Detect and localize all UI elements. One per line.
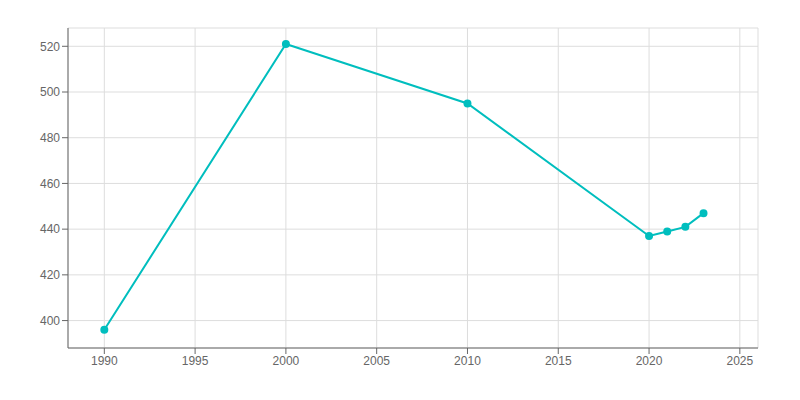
svg-text:1995: 1995 bbox=[182, 354, 209, 368]
svg-text:2020: 2020 bbox=[636, 354, 663, 368]
svg-text:500: 500 bbox=[40, 85, 60, 99]
svg-text:2000: 2000 bbox=[273, 354, 300, 368]
svg-text:400: 400 bbox=[40, 314, 60, 328]
svg-text:2010: 2010 bbox=[454, 354, 481, 368]
svg-text:460: 460 bbox=[40, 177, 60, 191]
svg-text:2025: 2025 bbox=[726, 354, 753, 368]
svg-text:440: 440 bbox=[40, 222, 60, 236]
svg-text:2015: 2015 bbox=[545, 354, 572, 368]
svg-text:1990: 1990 bbox=[91, 354, 118, 368]
svg-text:420: 420 bbox=[40, 268, 60, 282]
svg-text:480: 480 bbox=[40, 131, 60, 145]
svg-text:520: 520 bbox=[40, 40, 60, 54]
svg-text:2005: 2005 bbox=[363, 354, 390, 368]
